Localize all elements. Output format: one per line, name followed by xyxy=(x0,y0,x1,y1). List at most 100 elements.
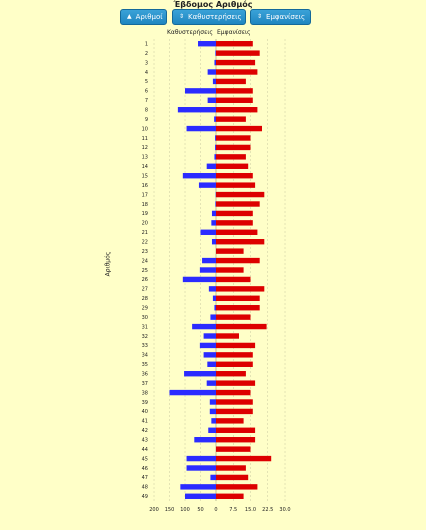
delay-bar xyxy=(194,437,216,443)
row-label: 3 xyxy=(145,60,148,66)
row-label: 39 xyxy=(142,400,148,406)
delay-bar xyxy=(199,267,216,273)
delay-bar xyxy=(210,474,216,481)
appearance-bar xyxy=(216,295,260,301)
row-label: 25 xyxy=(142,268,148,274)
delay-bar xyxy=(215,135,216,141)
row-label: 35 xyxy=(142,362,148,368)
row-label: 21 xyxy=(142,230,148,236)
tick-label: 7.5 xyxy=(229,507,237,513)
appearance-bar xyxy=(216,276,251,283)
delay-bar xyxy=(203,352,216,358)
delay-bar xyxy=(198,41,216,47)
sort-appearances-button[interactable]: ⇕ Εμφανίσεις xyxy=(250,9,311,25)
delay-bar xyxy=(215,144,216,151)
appearance-bar xyxy=(216,399,253,405)
row-label: 20 xyxy=(142,221,148,227)
delay-bar xyxy=(198,182,216,188)
delay-bar xyxy=(206,163,216,169)
appearance-bar xyxy=(216,50,260,56)
row-label: 7 xyxy=(145,98,148,104)
delay-bar xyxy=(212,295,216,301)
row-label: 5 xyxy=(145,79,148,85)
appearance-bar xyxy=(216,182,256,188)
delay-bar xyxy=(208,286,216,292)
appearance-bar xyxy=(216,361,253,367)
row-label: 1 xyxy=(145,42,148,48)
row-label: 15 xyxy=(142,174,148,180)
row-label: 49 xyxy=(142,494,148,500)
appearance-bar xyxy=(216,484,258,490)
appearance-bar xyxy=(216,418,244,424)
appearance-bar xyxy=(216,446,251,452)
delay-bar xyxy=(214,305,216,311)
appearance-bar xyxy=(216,352,253,358)
delay-bar xyxy=(199,342,216,349)
appearance-bar xyxy=(216,88,253,94)
sort-up-icon: ▲ xyxy=(127,13,132,20)
row-label: 17 xyxy=(142,192,148,198)
sort-toolbar: ▲ Αριθμοί ⇕ Καθυστερήσεις ⇕ Εμφανίσεις xyxy=(0,9,426,27)
delay-bar xyxy=(207,69,216,75)
delay-bar xyxy=(180,484,216,490)
row-label: 37 xyxy=(142,381,148,387)
appearance-bar xyxy=(216,116,246,122)
row-label: 31 xyxy=(142,324,148,330)
appearance-bar xyxy=(216,191,265,198)
tick-label: 50 xyxy=(197,507,203,513)
appearances-header: Εμφανίσεις xyxy=(217,29,251,36)
delay-bar xyxy=(202,257,216,264)
appearance-bar xyxy=(216,314,251,320)
row-label: 34 xyxy=(142,353,148,359)
row-label: 28 xyxy=(142,296,148,302)
appearance-bar xyxy=(216,135,251,141)
row-label: 2 xyxy=(145,51,148,57)
appearance-bar xyxy=(216,465,246,471)
row-label: 13 xyxy=(142,155,148,161)
appearance-bar xyxy=(216,455,272,462)
appearance-bar xyxy=(216,474,249,481)
sort-numbers-button[interactable]: ▲ Αριθμοί xyxy=(120,9,167,25)
sort-updown-icon: ⇕ xyxy=(257,13,263,20)
delay-bar xyxy=(186,125,216,132)
delay-bar xyxy=(214,59,216,66)
delay-bar xyxy=(207,361,216,367)
appearance-bar xyxy=(216,305,260,311)
delay-bar xyxy=(182,276,216,283)
row-label: 6 xyxy=(145,89,148,95)
row-label: 18 xyxy=(142,202,148,208)
appearance-bar xyxy=(216,201,260,207)
appearance-bar xyxy=(216,371,246,377)
appearance-bar xyxy=(216,229,258,235)
appearance-bar xyxy=(216,220,253,226)
row-label: 43 xyxy=(142,438,148,444)
appearance-bar xyxy=(216,408,253,415)
row-label: 33 xyxy=(142,343,148,349)
appearance-bar xyxy=(216,154,246,160)
delay-bar xyxy=(186,465,216,471)
delay-bar xyxy=(185,493,216,499)
appearance-bar xyxy=(216,163,249,169)
tick-label: 150 xyxy=(165,507,175,513)
appearance-bar xyxy=(216,286,265,292)
row-label: 44 xyxy=(142,447,148,453)
chart-title: Έβδομος Αριθμός xyxy=(173,0,253,9)
appearance-bar xyxy=(216,125,262,132)
delay-bar xyxy=(185,88,216,94)
sort-updown-icon: ⇕ xyxy=(179,13,185,20)
appearance-bar xyxy=(216,41,253,47)
appearance-bar xyxy=(216,248,244,254)
sort-appearances-label: Εμφανίσεις xyxy=(266,13,306,21)
row-label: 36 xyxy=(142,372,148,378)
row-label: 38 xyxy=(142,390,148,396)
sort-delays-button[interactable]: ⇕ Καθυστερήσεις xyxy=(172,9,246,25)
delay-bar xyxy=(211,418,216,424)
delay-bar xyxy=(211,210,216,217)
delays-header: Καθυστερήσεις xyxy=(167,29,213,36)
tick-label: 22.5 xyxy=(262,507,273,513)
appearance-bar xyxy=(216,78,246,85)
tick-label: 30.0 xyxy=(279,507,290,513)
delay-bar xyxy=(186,455,216,462)
row-label: 9 xyxy=(145,117,148,123)
row-label: 4 xyxy=(145,70,148,76)
